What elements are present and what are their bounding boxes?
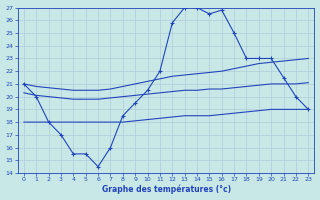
X-axis label: Graphe des températures (°c): Graphe des températures (°c) (101, 185, 231, 194)
